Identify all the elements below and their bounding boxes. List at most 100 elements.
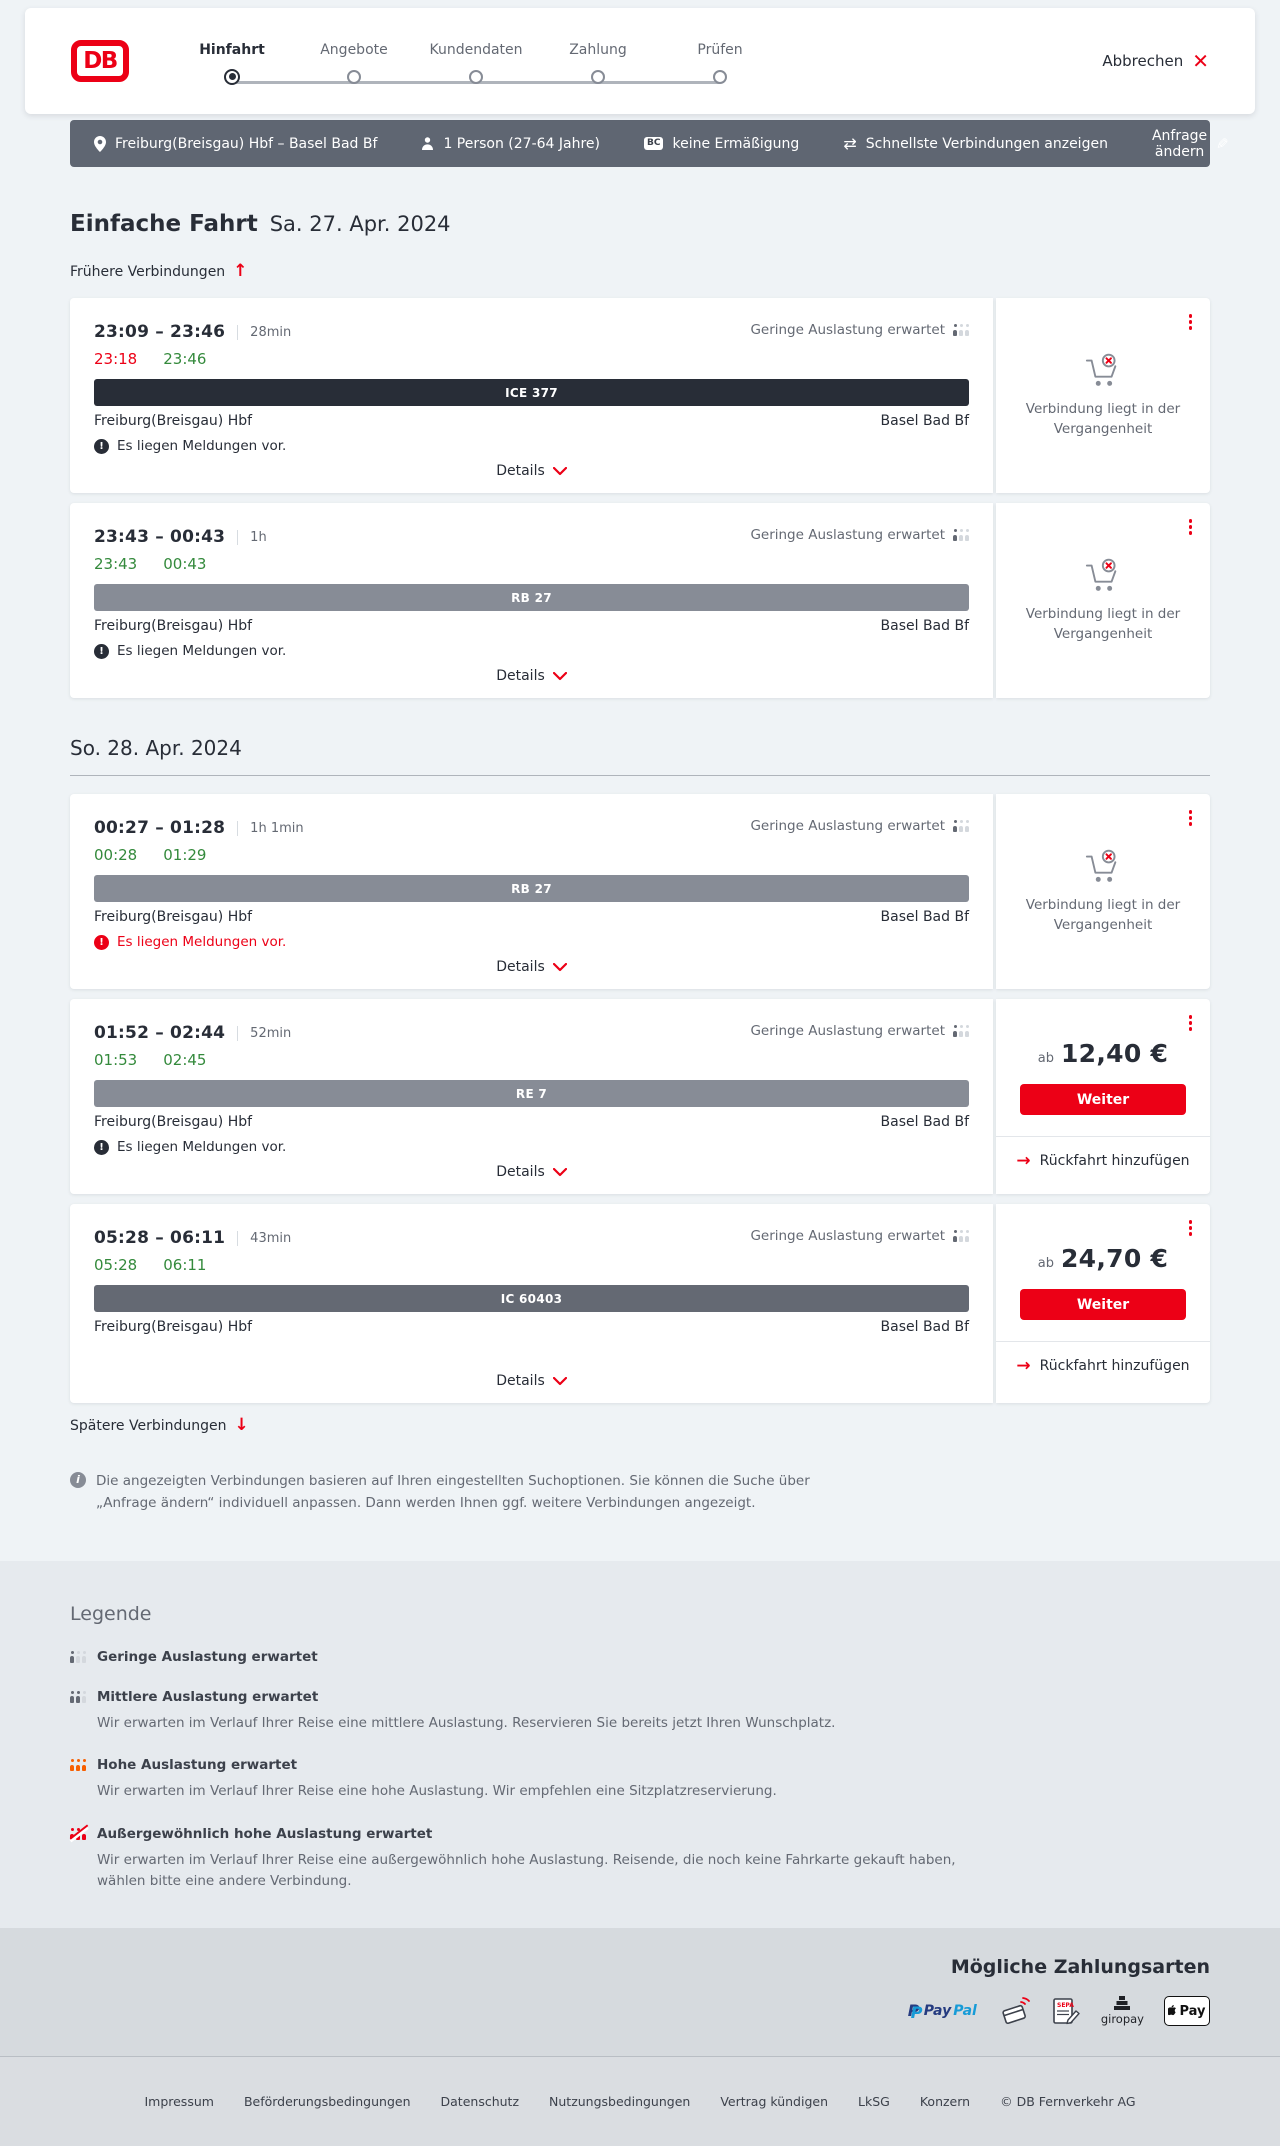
more-options-button[interactable] [1185,1216,1197,1240]
connection-side-panel: Verbindung liegt in der Vergangenheit [996,794,1210,989]
warning-icon: ! [94,1139,109,1155]
details-toggle[interactable]: Details [496,1164,567,1180]
footer-link-vertrag-kuendigen[interactable]: Vertrag kündigen [720,2094,829,2110]
info-icon: i [70,1472,86,1488]
continue-button[interactable]: Weiter [1020,1084,1186,1115]
occupancy-low-icon [953,324,969,336]
past-connection-label: Verbindung liegt in der Vergangenheit [1025,400,1181,437]
db-logo: DB [71,40,129,82]
step-hinfahrt[interactable]: Hinfahrt [171,42,293,85]
step-circle [713,69,727,84]
footer-link-lksg[interactable]: LkSG [858,2094,890,2110]
destination-station: Basel Bad Bf [880,909,969,925]
creditcard-icon [997,1996,1031,2026]
details-toggle[interactable]: Details [496,959,567,975]
details-toggle[interactable]: Details [496,668,567,684]
more-options-button[interactable] [1185,806,1197,830]
sepa-icon: SEPA [1051,1997,1081,2025]
chevron-down-icon [552,1167,567,1176]
close-icon: ✕ [1192,49,1209,73]
connection-times: 23:09 – 23:46 [94,322,226,342]
down-arrow-icon: ↓ [234,1415,249,1435]
details-toggle[interactable]: Details [496,463,567,479]
warning-icon: ! [94,643,109,659]
origin-station: Freiburg(Breisgau) Hbf [94,1319,253,1335]
occupancy-low-icon [953,529,969,541]
search-summary-bar: Freiburg(Breisgau) Hbf – Basel Bad Bf 1 … [70,120,1229,167]
destination-station: Basel Bad Bf [880,413,969,429]
app-header: DB Hinfahrt Angebote Kundendaten Zahlung… [25,8,1255,114]
continue-button[interactable]: Weiter [1020,1289,1186,1320]
details-toggle[interactable]: Details [496,1373,567,1389]
add-return-button[interactable]: → Rückfahrt hinzufügen [996,1137,1210,1184]
footer-link-datenschutz[interactable]: Datenschutz [440,2094,520,2110]
price-value: 24,70 € [1060,1244,1169,1273]
step-circle [469,69,483,84]
page-title: Einfache Fahrt [70,211,258,237]
step-angebote[interactable]: Angebote [293,42,415,85]
past-connection-label: Verbindung liegt in der Vergangenheit [1025,605,1181,642]
occupancy-low-icon [953,1025,969,1037]
cancel-button[interactable]: Abbrechen ✕ [1102,49,1209,73]
train-label-bar: ICE 377 [94,379,969,406]
edit-search-button[interactable]: Anfrage ändern ✎ [1151,127,1229,160]
occupancy-low-icon [953,820,969,832]
connection-duration: 1h 1min [250,820,304,836]
step-circle [347,69,361,84]
messages-notice: ! Es liegen Meldungen vor. [94,1139,969,1155]
occupancy-high-icon [70,1759,86,1772]
connection-duration: 52min [250,1025,292,1041]
cart-unavailable-icon [1085,849,1117,882]
step-circle-active [224,68,240,85]
connection-duration: 28min [250,324,292,340]
legend-item-exceptional: Außergewöhnlich hohe Auslastung erwartet… [70,1826,1210,1892]
occupancy-indicator: Geringe Auslastung erwartet [750,322,969,338]
more-options-button[interactable] [1185,310,1197,334]
applepay-icon: Pay [1164,1996,1210,2027]
add-return-button[interactable]: → Rückfahrt hinzufügen [996,1342,1210,1389]
later-connections-link[interactable]: Spätere Verbindungen ↓ [70,1415,249,1435]
chevron-down-icon [552,671,567,680]
giropay-icon: giropay [1101,1996,1144,2026]
person-icon [422,136,434,150]
messages-notice-red: ! Es liegen Meldungen vor. [94,934,969,950]
footer-link-konzern[interactable]: Konzern [919,2094,971,2110]
realtime-departure: 23:18 [94,350,138,368]
footer-link-befoerderungsbedingungen[interactable]: Beförderungsbedingungen [243,2094,411,2110]
right-arrow-icon: → [1016,1150,1031,1171]
occupancy-indicator: Geringe Auslastung erwartet [750,1228,969,1244]
more-options-button[interactable] [1185,1011,1197,1035]
swap-arrows-icon: ⇄ [843,133,857,153]
step-kundendaten[interactable]: Kundendaten [415,42,537,85]
booking-stepper: Hinfahrt Angebote Kundendaten Zahlung Pr… [171,42,781,85]
realtime-arrival: 23:46 [163,350,207,368]
footer-link-impressum[interactable]: Impressum [144,2094,214,2110]
chevron-down-icon [552,1376,567,1385]
step-pruefen[interactable]: Prüfen [659,42,781,85]
origin-station: Freiburg(Breisgau) Hbf [94,909,253,925]
connection-times: 05:28 – 06:11 [94,1228,226,1248]
connection-row: 23:09 – 23:46 28min Geringe Auslastung e… [70,298,1210,493]
warning-icon: ! [94,934,109,950]
connection-duration: 43min [250,1230,292,1246]
footer-link-nutzungsbedingungen[interactable]: Nutzungsbedingungen [549,2094,691,2110]
occupancy-indicator: Geringe Auslastung erwartet [750,1023,969,1039]
warning-icon: ! [94,438,109,454]
origin-station: Freiburg(Breisgau) Hbf [94,1114,253,1130]
connection-card: 01:52 – 02:44 52min Geringe Auslastung e… [70,999,993,1194]
panel-divider [996,1341,1210,1342]
realtime-departure: 23:43 [94,555,138,573]
connection-row: 05:28 – 06:11 43min Geringe Auslastung e… [70,1204,1210,1403]
step-zahlung[interactable]: Zahlung [537,42,659,85]
train-label-bar: RB 27 [94,875,969,902]
occupancy-medium-icon [70,1690,86,1703]
occupancy-exceptional-icon [70,1828,86,1841]
connection-card: 00:27 – 01:28 1h 1min Geringe Auslastung… [70,794,993,989]
earlier-connections-link[interactable]: Frühere Verbindungen ↑ [70,261,248,281]
more-options-button[interactable] [1185,515,1197,539]
connection-side-panel: ab 12,40 € Weiter → Rückfahrt hinzufügen [996,999,1210,1194]
search-options-note: i Die angezeigten Verbindungen basieren … [70,1470,860,1515]
page-date: Sa. 27. Apr. 2024 [269,212,451,236]
day2-divider [70,775,1210,776]
